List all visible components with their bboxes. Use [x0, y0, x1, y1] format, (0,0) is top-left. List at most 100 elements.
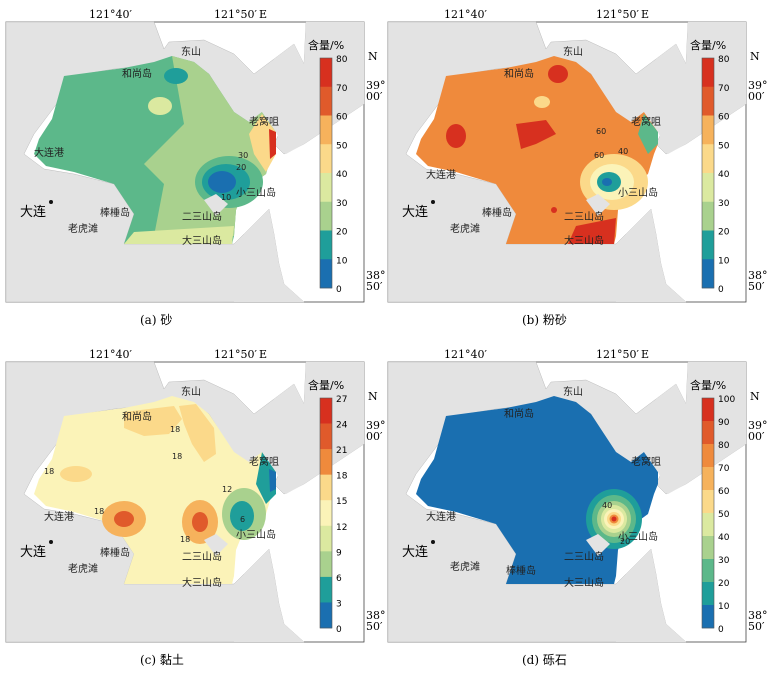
legend-swatch	[702, 490, 714, 514]
label-dongshan: 东山	[181, 45, 201, 58]
lat-label: 38°	[748, 269, 767, 282]
north-label: N	[750, 50, 760, 63]
legend-tick-label: 30	[718, 199, 730, 209]
legend-tick-label: 50	[336, 141, 348, 151]
panel-clay: 东山 和尚岛 老窝咀 大连港 棒棰岛 老虎滩 二三山岛 大三山岛 小三山岛 大连…	[4, 344, 385, 680]
legend-swatch	[702, 115, 714, 145]
north-label: N	[368, 390, 378, 403]
legend-colorbar: 80 70 60 50 40 30 20 10 0	[319, 55, 348, 295]
label-laowozui: 老窝咀	[249, 455, 279, 468]
legend-frame	[319, 57, 333, 289]
legend-swatch	[702, 201, 714, 231]
label-dasanshandao: 大三山岛	[182, 576, 222, 589]
contour-label: 10	[221, 193, 231, 202]
legend-swatch	[320, 58, 332, 88]
legend-swatch	[702, 467, 714, 491]
lat-label: 39°	[748, 419, 767, 432]
label-dasanshandao: 大三山岛	[564, 576, 604, 589]
lon-label: 121°50′	[596, 348, 639, 361]
silt-map: 东山 和尚岛 老窝咀 大连港 棒棰岛 老虎滩 二三山岛 大三山岛 小三山岛 大连…	[387, 8, 767, 327]
legend-tick-label: 80	[718, 55, 730, 65]
contour-label: 60	[594, 151, 604, 160]
legend-swatch	[320, 602, 332, 629]
legend-swatch	[702, 559, 714, 583]
legend-tick-label: 60	[718, 113, 730, 123]
lat-label: 39°	[748, 79, 767, 92]
legend-tick-label: 15	[336, 497, 347, 507]
label-laohutan: 老虎滩	[450, 560, 480, 573]
lon-label: 121°40′	[444, 348, 487, 361]
legend-tick-label: 60	[336, 113, 348, 123]
legend-tick-label: 0	[336, 285, 342, 295]
lat-label: 39°	[366, 79, 385, 92]
dalian-city-dot	[431, 540, 435, 544]
legend-swatch	[702, 230, 714, 260]
legend-tick-label: 100	[718, 395, 735, 405]
legend-swatch	[702, 513, 714, 537]
lat-label: 50′	[366, 620, 383, 633]
lat-label: 00′	[748, 430, 765, 443]
panel-caption: (a) 砂	[140, 313, 172, 327]
legend-swatch	[320, 86, 332, 116]
contour-label: 20	[236, 163, 246, 172]
dalian-city-dot	[49, 200, 53, 204]
legend-tick-label: 50	[718, 510, 730, 520]
lon-label: 121°50′	[214, 348, 257, 361]
panel-sand: 东山 和尚岛 老窝咀 大连港 棒棰岛 老虎滩 二三山岛 大三山岛 小三山岛 大连…	[4, 4, 385, 340]
legend-colorbar: 80 70 60 50 40 30 20 10 0	[701, 55, 730, 295]
legend-tick-label: 10	[336, 256, 348, 266]
contour-label: 18	[180, 535, 190, 544]
legend-title: 含量/%	[308, 378, 344, 392]
lat-label: 00′	[366, 430, 383, 443]
contour-label: 30	[238, 151, 248, 160]
legend-swatch	[320, 398, 332, 424]
legend-tick-label: 30	[336, 199, 348, 209]
east-label: E	[259, 8, 267, 21]
lat-label: 38°	[748, 609, 767, 622]
legend-swatch	[702, 444, 714, 468]
legend-tick-label: 10	[718, 602, 730, 612]
label-bangchuidao: 棒棰岛	[482, 206, 512, 219]
legend-frame	[701, 57, 715, 289]
legend-tick-label: 70	[336, 84, 348, 94]
legend-swatch	[320, 230, 332, 260]
label-dongshan: 东山	[563, 385, 583, 398]
panel-silt: 东山 和尚岛 老窝咀 大连港 棒棰岛 老虎滩 二三山岛 大三山岛 小三山岛 大连…	[386, 4, 767, 340]
lat-label: 50′	[748, 620, 765, 633]
legend-swatch	[702, 605, 714, 629]
label-ersanshandao: 二三山岛	[564, 550, 604, 563]
label-dalian: 大连	[402, 204, 428, 220]
label-dalian: 大连	[20, 544, 46, 560]
label-dalian: 大连	[402, 544, 428, 560]
legend-tick-label: 12	[336, 523, 347, 533]
legend-tick-label: 40	[718, 170, 730, 180]
lat-label: 00′	[366, 90, 383, 103]
label-bangchuidao: 棒棰岛	[100, 546, 130, 559]
legend-tick-label: 40	[718, 533, 730, 543]
legend-tick-label: 24	[336, 421, 348, 431]
label-heshangdao: 和尚岛	[122, 67, 152, 80]
legend-swatch	[320, 500, 332, 527]
legend-tick-label: 9	[336, 548, 342, 558]
legend-swatch	[320, 259, 332, 289]
lon-label: 121°40′	[89, 348, 132, 361]
legend-swatch	[320, 576, 332, 603]
east-label: E	[259, 348, 267, 361]
legend-tick-label: 0	[718, 285, 724, 295]
label-laowozui: 老窝咀	[631, 115, 661, 128]
legend-tick-label: 3	[336, 599, 342, 609]
legend-frame	[701, 397, 715, 629]
label-daliangang: 大连港	[44, 510, 74, 523]
legend-frame	[319, 397, 333, 629]
label-xiaosanshandao: 小三山岛	[236, 186, 276, 199]
legend-swatch	[702, 173, 714, 203]
east-label: E	[641, 348, 649, 361]
legend-swatch	[702, 144, 714, 174]
lat-label: 38°	[366, 269, 385, 282]
lon-label: 121°40′	[89, 8, 132, 21]
legend-tick-label: 90	[718, 418, 730, 428]
contour-label: 18	[94, 507, 104, 516]
label-daliangang: 大连港	[34, 146, 64, 159]
legend-tick-label: 50	[718, 141, 730, 151]
